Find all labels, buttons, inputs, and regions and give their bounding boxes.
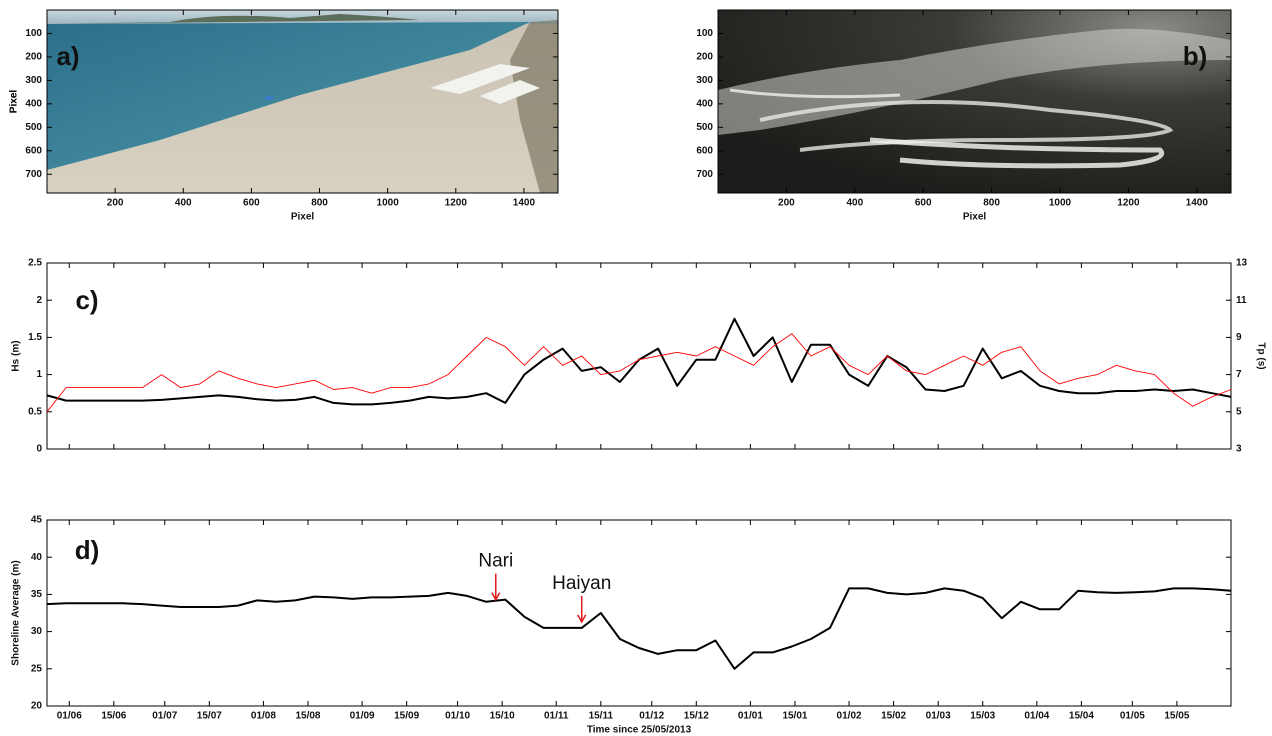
y-tick-label: 300 <box>25 75 42 86</box>
y-tick-label: 25 <box>31 663 43 674</box>
y-tick-label: 2 <box>36 295 42 306</box>
y-axis-label: Shoreline Average (m) <box>11 560 22 665</box>
x-tick-label: 01/11 <box>544 711 569 722</box>
panel-label: a) <box>56 41 79 71</box>
axes-frame <box>46 519 1232 707</box>
y-tick-label: 100 <box>25 28 42 39</box>
x-tick-label: 01/12 <box>639 711 664 722</box>
y2-tick-label: 7 <box>1236 369 1242 380</box>
x-axis-label: Pixel <box>291 212 315 223</box>
y-tick-label: 700 <box>696 169 713 180</box>
photo-b <box>718 10 1231 193</box>
axes-frame <box>717 9 1232 194</box>
annotation-arrowhead <box>577 614 587 624</box>
y-tick-label: 45 <box>31 515 43 526</box>
x-tick-label: 15/12 <box>684 711 709 722</box>
y2-tick-label: 11 <box>1236 295 1247 306</box>
x-tick-label: 01/02 <box>837 711 862 722</box>
y2-tick-label: 3 <box>1236 444 1242 455</box>
x-tick-label: 600 <box>243 198 260 209</box>
x-tick-label: 200 <box>778 198 795 209</box>
y2-tick-label: 13 <box>1236 258 1248 269</box>
x-tick-label: 01/09 <box>350 711 375 722</box>
x-tick-label: 15/08 <box>295 711 320 722</box>
y-tick-label: 100 <box>696 28 713 39</box>
series-line <box>46 587 1232 670</box>
x-tick-label: 15/07 <box>197 711 222 722</box>
y-tick-label: 500 <box>25 122 42 133</box>
panel-label: c) <box>75 285 98 315</box>
x-tick-label: 01/10 <box>445 711 470 722</box>
x-tick-label: 400 <box>846 198 863 209</box>
x-tick-label: 01/03 <box>926 711 951 722</box>
y2-tick-label: 5 <box>1236 406 1242 417</box>
x-tick-label: 15/11 <box>589 711 614 722</box>
y-axis-label: Hs (m) <box>11 340 22 371</box>
y-tick-label: 300 <box>696 75 713 86</box>
y-tick-label: 200 <box>696 52 713 63</box>
panel-label: b) <box>1183 41 1208 71</box>
y-tick-label: 600 <box>696 145 713 156</box>
series-line <box>46 317 1232 406</box>
x-tick-label: 400 <box>175 198 192 209</box>
y-tick-label: 700 <box>25 169 42 180</box>
y-tick-label: 20 <box>31 701 43 712</box>
x-axis-label: Pixel <box>963 212 987 223</box>
y-tick-label: 2.5 <box>28 258 42 269</box>
x-tick-label: 15/10 <box>490 711 515 722</box>
y-tick-label: 30 <box>31 626 43 637</box>
x-tick-label: 15/06 <box>101 711 126 722</box>
x-tick-label: 200 <box>107 198 124 209</box>
y-tick-label: 35 <box>31 589 43 600</box>
y-tick-label: 0.5 <box>28 406 42 417</box>
x-tick-label: 01/04 <box>1024 711 1049 722</box>
panel-label: d) <box>75 535 100 565</box>
x-tick-label: 01/08 <box>251 711 276 722</box>
y-axis-label: Pixel <box>9 90 20 114</box>
x-tick-label: 1400 <box>1186 198 1209 209</box>
x-tick-label: 1000 <box>1049 198 1072 209</box>
y-tick-label: 1 <box>36 369 42 380</box>
annotation-label: Haiyan <box>552 573 611 594</box>
x-tick-label: 15/01 <box>782 711 807 722</box>
x-axis-label: Time since 25/05/2013 <box>587 725 692 736</box>
x-tick-label: 15/05 <box>1164 711 1189 722</box>
y-axis-label: Pixel <box>9 90 20 114</box>
series-line <box>46 333 1232 413</box>
photo-a <box>47 10 558 193</box>
x-tick-label: 01/05 <box>1120 711 1145 722</box>
y-tick-label: 0 <box>36 444 42 455</box>
y-tick-label: 40 <box>31 552 43 563</box>
y-tick-label: 500 <box>696 122 713 133</box>
y-tick-label: 200 <box>25 52 42 63</box>
axes-frame <box>46 9 559 194</box>
x-tick-label: 800 <box>983 198 1000 209</box>
x-tick-label: 15/02 <box>881 711 906 722</box>
x-tick-label: 1200 <box>445 198 468 209</box>
x-tick-label: 1400 <box>513 198 536 209</box>
y2-tick-label: 9 <box>1236 332 1242 343</box>
annotation-arrowhead <box>491 592 501 602</box>
y2-axis-label: Tp (s) <box>1255 342 1266 369</box>
x-tick-label: 15/04 <box>1069 711 1094 722</box>
y-tick-label: 600 <box>25 145 42 156</box>
y-tick-label: 400 <box>25 98 42 109</box>
y-tick-label: 1.5 <box>28 332 42 343</box>
x-tick-label: 800 <box>311 198 328 209</box>
x-tick-label: 15/09 <box>394 711 419 722</box>
x-tick-label: 01/07 <box>152 711 177 722</box>
x-tick-label: 1200 <box>1117 198 1140 209</box>
x-tick-label: 01/01 <box>738 711 763 722</box>
y-tick-label: 400 <box>696 98 713 109</box>
x-tick-label: 1000 <box>377 198 400 209</box>
axes-frame <box>46 262 1232 450</box>
x-tick-label: 600 <box>915 198 932 209</box>
x-tick-label: 01/06 <box>57 711 82 722</box>
x-tick-label: 15/03 <box>970 711 995 722</box>
annotation-label: Nari <box>478 551 513 572</box>
